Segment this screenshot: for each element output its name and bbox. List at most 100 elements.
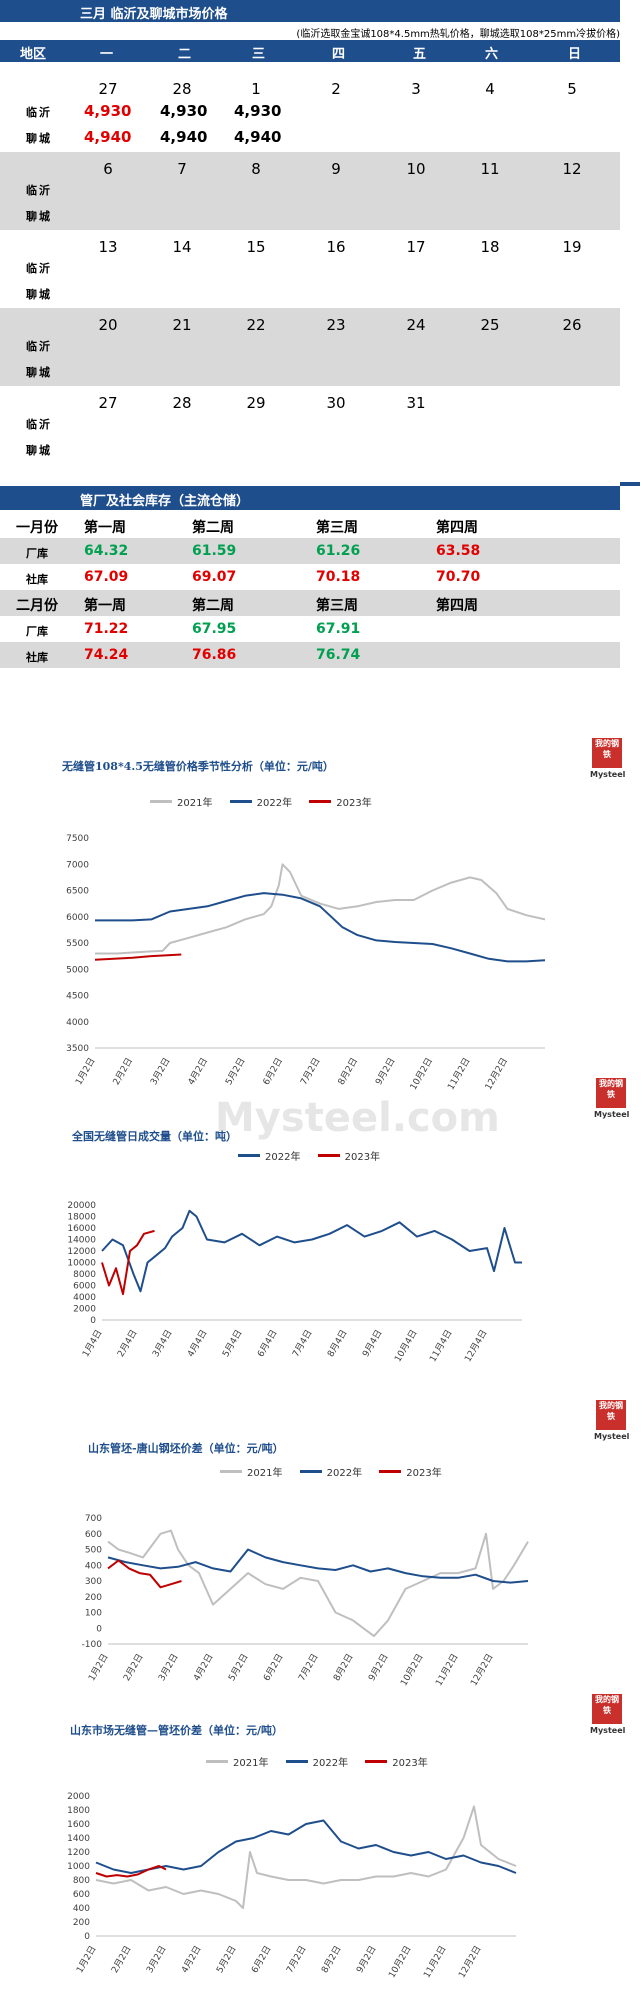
y-tick-label: 600 xyxy=(73,1890,90,1900)
y-tick-label: 2000 xyxy=(73,1305,96,1315)
legend-label: 2022年 xyxy=(256,798,293,809)
y-tick-label: 7000 xyxy=(66,860,89,870)
legend-item: 2023年 xyxy=(379,1464,442,1479)
city-label-liaocheng: 聊城 xyxy=(26,210,52,223)
city-label-linyi: 临沂 xyxy=(26,184,52,197)
x-tick-label: 11月2日 xyxy=(433,1652,460,1688)
y-tick-label: 800 xyxy=(73,1876,90,1886)
y-tick-label: 5000 xyxy=(66,965,89,975)
y-tick-label: 18000 xyxy=(67,1213,96,1223)
legend-item: 2022年 xyxy=(238,1148,300,1163)
day-cell: 17 xyxy=(406,238,426,256)
header-sun: 日 xyxy=(568,47,582,62)
week-label: 第三周 xyxy=(316,598,358,614)
city-label-linyi: 临沂 xyxy=(26,106,52,119)
inventory-jan-factory: 厂库 64.32 61.59 61.26 63.58 xyxy=(0,538,620,564)
watermark-text: Mysteel.com xyxy=(215,1095,500,1141)
day-cell: 27 xyxy=(98,80,118,98)
day-cell: 14 xyxy=(172,238,192,256)
x-tick-label: 7月2日 xyxy=(298,1056,322,1087)
x-tick-label: 2月4日 xyxy=(115,1328,139,1359)
day-cell: 24 xyxy=(406,316,426,334)
x-tick-label: 4月2日 xyxy=(179,1944,203,1975)
day-cell: 1 xyxy=(251,80,261,98)
chart-3-title: 山东管坯-唐山钢坯价差（单位：元/吨） xyxy=(88,1442,284,1455)
legend-label: 2021年 xyxy=(247,1468,283,1479)
x-tick-label: 7月2日 xyxy=(296,1652,320,1683)
x-tick-label: 6月4日 xyxy=(255,1328,279,1359)
day-cell: 18 xyxy=(480,238,500,256)
x-tick-label: 9月2日 xyxy=(373,1056,397,1087)
y-tick-label: 3500 xyxy=(66,1044,89,1054)
row-label: 社库 xyxy=(26,651,48,664)
day-cell: 23 xyxy=(326,316,346,334)
calendar-title-bar: 三月 临沂及聊城市场价格 xyxy=(0,0,620,22)
x-tick-label: 3月4日 xyxy=(150,1328,174,1359)
inventory-feb-factory: 厂库 71.22 67.95 67.91 xyxy=(0,616,620,642)
legend-item: 2021年 xyxy=(220,1464,282,1479)
calendar-week-2: 6 7 8 9 10 11 12 临沂 聊城 xyxy=(0,152,620,230)
inventory-value: 69.07 xyxy=(192,569,237,585)
x-tick-label: 8月2日 xyxy=(319,1944,343,1975)
legend-label: 2022年 xyxy=(326,1468,363,1479)
inventory-value: 64.32 xyxy=(84,543,129,559)
inventory-value: 70.70 xyxy=(436,569,481,585)
x-tick-label: 12月2日 xyxy=(456,1944,483,1980)
legend-label: 2023年 xyxy=(344,1152,381,1163)
city-label-liaocheng: 聊城 xyxy=(26,366,52,379)
day-cell: 28 xyxy=(172,80,192,98)
x-tick-label: 11月2日 xyxy=(445,1056,472,1092)
y-tick-label: 300 xyxy=(85,1577,102,1587)
legend-item: 2022年 xyxy=(285,1754,348,1769)
week-label: 第三周 xyxy=(316,520,358,536)
y-tick-label: 16000 xyxy=(67,1224,96,1234)
day-cell: 2 xyxy=(331,80,341,98)
x-tick-label: 5月2日 xyxy=(223,1056,247,1087)
x-tick-label: 9月2日 xyxy=(354,1944,378,1975)
inventory-value: 67.91 xyxy=(316,621,361,637)
calendar-title: 三月 临沂及聊城市场价格 xyxy=(80,7,228,22)
price-liaocheng: 4,940 xyxy=(84,128,132,146)
chart-1-legend: 2021年 2022年 2023年 xyxy=(150,794,386,809)
x-tick-label: 8月2日 xyxy=(331,1652,355,1683)
x-tick-label: 7月4日 xyxy=(290,1328,314,1359)
chart-4-legend: 2021年 2022年 2023年 xyxy=(206,1754,442,1769)
x-tick-label: 2月2日 xyxy=(121,1652,145,1683)
y-tick-label: 12000 xyxy=(67,1247,96,1257)
y-tick-label: 2000 xyxy=(67,1792,90,1802)
day-cell: 11 xyxy=(480,160,500,178)
month-label: 一月份 xyxy=(16,520,58,536)
header-wed: 三 xyxy=(252,47,266,62)
calendar-week-4: 20 21 22 23 24 25 26 临沂 聊城 xyxy=(0,308,620,386)
chart-3-legend: 2021年 2022年 2023年 xyxy=(220,1464,456,1479)
day-cell: 3 xyxy=(411,80,421,98)
x-tick-label: 2月2日 xyxy=(111,1056,135,1087)
month-label: 二月份 xyxy=(16,598,58,614)
price-linyi: 4,930 xyxy=(160,102,208,120)
x-tick-label: 4月2日 xyxy=(191,1652,215,1683)
x-tick-label: 12月4日 xyxy=(462,1328,489,1364)
header-fri: 五 xyxy=(413,47,427,62)
series-line-2021年 xyxy=(95,1805,517,1909)
y-tick-label: 6000 xyxy=(66,913,89,923)
header-mon: 一 xyxy=(100,47,114,62)
series-line-2022年 xyxy=(95,1819,517,1874)
legend-item: 2022年 xyxy=(229,794,293,809)
y-tick-label: 400 xyxy=(85,1561,102,1571)
inventory-value: 61.59 xyxy=(192,543,237,559)
price-linyi: 4,930 xyxy=(84,102,132,120)
y-tick-label: 200 xyxy=(85,1593,102,1603)
mysteel-logo-text: Mysteel xyxy=(594,1110,630,1119)
y-tick-label: -100 xyxy=(82,1640,103,1650)
y-tick-label: 7500 xyxy=(66,834,89,844)
day-cell: 19 xyxy=(562,238,582,256)
mysteel-logo-text: Mysteel xyxy=(590,770,626,779)
inventory-feb-social: 社库 74.24 76.86 76.74 xyxy=(0,642,620,668)
x-tick-label: 5月2日 xyxy=(214,1944,238,1975)
day-cell: 6 xyxy=(103,160,113,178)
y-tick-label: 14000 xyxy=(67,1236,96,1246)
x-tick-label: 8月2日 xyxy=(336,1056,360,1087)
day-cell: 9 xyxy=(331,160,341,178)
y-tick-label: 100 xyxy=(85,1609,102,1619)
day-cell: 5 xyxy=(567,80,577,98)
